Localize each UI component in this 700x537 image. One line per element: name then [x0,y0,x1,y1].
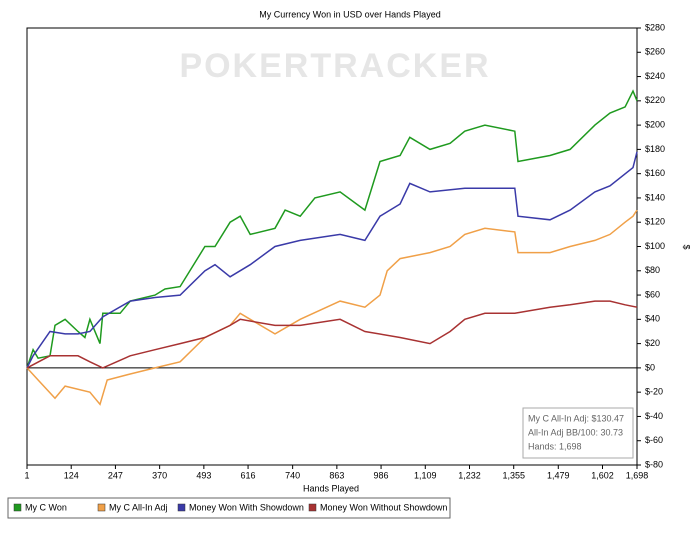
y-tick-label: $260 [645,47,665,57]
y-tick-label: $20 [645,338,660,348]
y-tick-label: $280 [645,22,665,32]
y-tick-label: $220 [645,95,665,105]
y-tick-label: $-20 [645,387,663,397]
x-tick-label: 1,602 [591,470,614,480]
legend-label: My C All-In Adj [109,502,168,512]
legend-box [7,497,451,519]
y-tick-label: $40 [645,314,660,324]
y-tick-label: $160 [645,168,665,178]
y-tick-label: $240 [645,71,665,81]
legend-swatch [308,503,317,512]
y-tick-label: $80 [645,265,660,275]
x-tick-label: 1 [24,470,29,480]
annotation-box [522,407,634,459]
x-tick-label: 1,479 [547,470,570,480]
y-tick-label: $60 [645,289,660,299]
x-axis-label: Hands Played [303,483,359,493]
legend-label: Money Won Without Showdown [320,502,447,512]
annotation-text: Hands: 1,698 [528,441,582,451]
x-tick-label: 247 [108,470,123,480]
series-line [26,209,638,406]
x-tick-label: 986 [374,470,389,480]
x-tick-label: 616 [241,470,256,480]
y-tick-label: $-60 [645,435,663,445]
y-tick-label: $200 [645,119,665,129]
annotation-text: All-In Adj BB/100: 30.73 [528,427,623,437]
y-axis-label: $ [682,244,692,249]
x-tick-label: 1,698 [626,470,649,480]
legend-swatch [97,503,106,512]
annotation-text: My C All-In Adj: $130.47 [528,413,624,423]
x-tick-label: 493 [196,470,211,480]
legend-label: Money Won With Showdown [189,502,304,512]
x-tick-label: 1,355 [502,470,525,480]
y-tick-label: $0 [645,362,655,372]
series-line [26,151,638,369]
y-tick-label: $140 [645,192,665,202]
x-tick-label: 1,232 [458,470,481,480]
x-tick-label: 124 [64,470,79,480]
y-tick-label: $120 [645,217,665,227]
chart-title: My Currency Won in USD over Hands Played [259,9,440,19]
watermark: POKERTRACKER [179,47,490,85]
x-tick-label: 740 [285,470,300,480]
legend-swatch [13,503,22,512]
y-tick-label: $100 [645,241,665,251]
legend-label: My C Won [25,502,67,512]
y-tick-label: $180 [645,144,665,154]
y-tick-label: $-40 [645,411,663,421]
y-tick-label: $-80 [645,459,663,469]
legend-swatch [177,503,186,512]
series-line [26,89,638,369]
series-line [26,300,638,369]
x-tick-label: 370 [152,470,167,480]
x-tick-label: 1,109 [414,470,437,480]
x-tick-label: 863 [329,470,344,480]
